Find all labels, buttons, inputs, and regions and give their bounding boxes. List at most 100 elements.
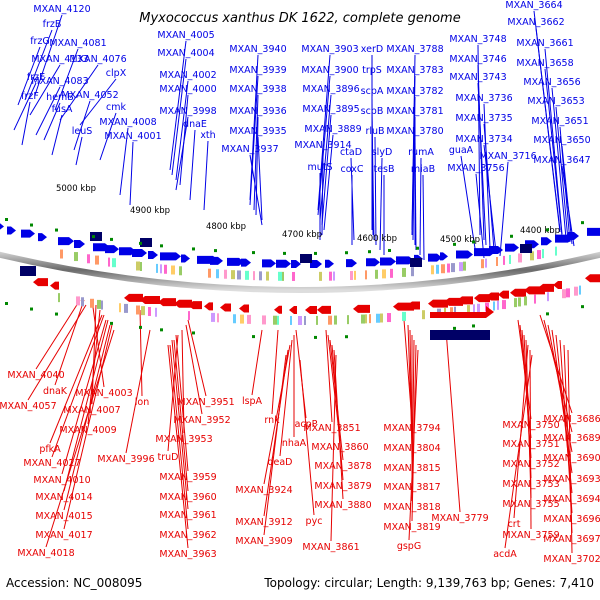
reverse-gene-label: MXAN_3759 [502, 530, 559, 541]
forward-gene-leader [29, 64, 61, 116]
reverse-gene-label: MXAN_4003 [75, 388, 132, 399]
forward-gene-leader [477, 82, 487, 246]
forward-gene-label: MXAN_3940 [229, 44, 286, 55]
forward-gene-arrow [568, 231, 579, 240]
forward-gene-label: MXAN_3662 [507, 17, 564, 28]
reverse-gene-arrow [188, 301, 202, 310]
marker-dot [472, 324, 475, 328]
forward-gene-label: trpS [362, 65, 382, 76]
reverse-gene-label: lspA [242, 396, 263, 407]
reverse-gene-label: pfkA [39, 444, 61, 455]
reverse-feature-mark [547, 292, 549, 302]
forward-gene-leader [119, 127, 129, 196]
reverse-feature-mark [81, 297, 84, 307]
marker-dot [453, 326, 456, 330]
reverse-feature-mark [422, 310, 425, 320]
forward-gene-leader [203, 140, 209, 211]
forward-gene-leader [460, 155, 477, 256]
forward-feature-mark [160, 264, 162, 274]
reverse-feature-mark [579, 285, 581, 295]
forward-gene-label: xth [200, 130, 215, 141]
reverse-feature-mark [262, 315, 266, 325]
forward-gene-label: MXAN_4133 [31, 54, 88, 65]
forward-gene-arrow [181, 254, 190, 263]
forward-gene-leader [249, 75, 259, 206]
reverse-gene-label: MXAN_4009 [59, 425, 116, 436]
reverse-gene-label: pyc [306, 516, 323, 527]
reverse-gene-leader [279, 339, 293, 457]
reverse-gene-label: MXAN_3879 [314, 481, 371, 492]
reverse-gene-leader [299, 359, 315, 516]
reverse-gene-arrow [428, 299, 448, 308]
reverse-gene-label: MXAN_3794 [383, 423, 440, 434]
reverse-gene-label: nhaA [282, 438, 307, 449]
reverse-gene-label: MXAN_3818 [383, 502, 440, 513]
reverse-gene-label: MXAN_3912 [235, 517, 292, 528]
reverse-gene-label: gspG [397, 541, 421, 552]
forward-feature-mark [509, 254, 511, 264]
reverse-gene-leader [408, 349, 419, 541]
reverse-gene-label: MXAN_4010 [33, 475, 90, 486]
forward-gene-label: ctaD [340, 147, 362, 158]
feature-block [20, 266, 36, 276]
forward-feature-mark [530, 251, 534, 261]
forward-feature-mark [108, 257, 110, 267]
forward-gene-label: MXAN_3895 [302, 104, 359, 115]
forward-gene-arrow [489, 246, 503, 255]
reverse-feature-mark [473, 304, 475, 314]
forward-gene-label: rluB [365, 126, 384, 137]
forward-feature-mark [224, 269, 227, 279]
reverse-gene-leader [330, 354, 337, 542]
tick-label: 5000 kbp [56, 184, 96, 194]
reverse-gene-leader [171, 339, 189, 510]
forward-feature-mark [278, 271, 282, 281]
forward-gene-arrow [132, 248, 147, 257]
reverse-feature-mark [454, 306, 456, 316]
reverse-gene-leaders [27, 299, 573, 554]
marker-dot [581, 221, 584, 225]
forward-gene-leader [379, 157, 383, 251]
reverse-gene-leader [251, 329, 263, 396]
marker-dot [160, 244, 163, 248]
forward-gene-label: MXAN_3743 [449, 72, 506, 83]
reverse-gene-label: MXAN_3751 [502, 439, 559, 450]
forward-gene-arrow [325, 259, 334, 268]
forward-gene-label: MXAN_4076 [69, 54, 126, 65]
forward-feature-mark [245, 270, 249, 280]
forward-feature-mark [485, 258, 487, 268]
reverse-gene-arrow [317, 305, 331, 314]
forward-gene-label: clpX [106, 68, 127, 79]
forward-gene-leader [175, 80, 189, 181]
forward-gene-arrow [0, 223, 4, 230]
forward-gene-leader [551, 87, 567, 239]
forward-gene-arrow [119, 247, 136, 256]
forward-gene-label: scpB [361, 106, 384, 117]
reverse-gene-label: MXAN_3804 [383, 443, 440, 454]
reverse-gene-arrow [474, 294, 490, 303]
reverse-gene-label: MXAN_3880 [314, 500, 371, 511]
reverse-gene-leader [63, 319, 109, 492]
forward-gene-leader [169, 40, 187, 171]
forward-gene-label: MXAN_3656 [523, 77, 580, 88]
reverse-feature-mark [467, 305, 470, 315]
reverse-gene-leader [185, 324, 203, 415]
reverse-gene-label: MXAN_3952 [173, 415, 230, 426]
marker-dot [160, 328, 163, 332]
marker-dot [110, 321, 113, 325]
forward-feature-mark [329, 271, 332, 281]
reverse-feature-mark [365, 314, 367, 324]
reverse-feature-mark [497, 300, 499, 310]
forward-gene-arrow [160, 252, 181, 261]
forward-gene-label: xerD [361, 44, 383, 55]
reverse-gene-label: MXAN_3924 [235, 485, 292, 496]
reverse-gene-leader [51, 314, 105, 458]
forward-feature-mark [447, 263, 450, 273]
reverse-feature-mark [514, 298, 517, 308]
forward-gene-label: MXAN_3664 [505, 0, 562, 11]
reverse-gene-leader [539, 314, 573, 414]
forward-gene-arrow [428, 253, 442, 262]
reverse-feature-mark [233, 314, 236, 324]
forward-gene-label: MXAN_3736 [455, 93, 512, 104]
forward-gene-label: hemB [46, 92, 74, 103]
forward-gene-leader [13, 82, 37, 131]
